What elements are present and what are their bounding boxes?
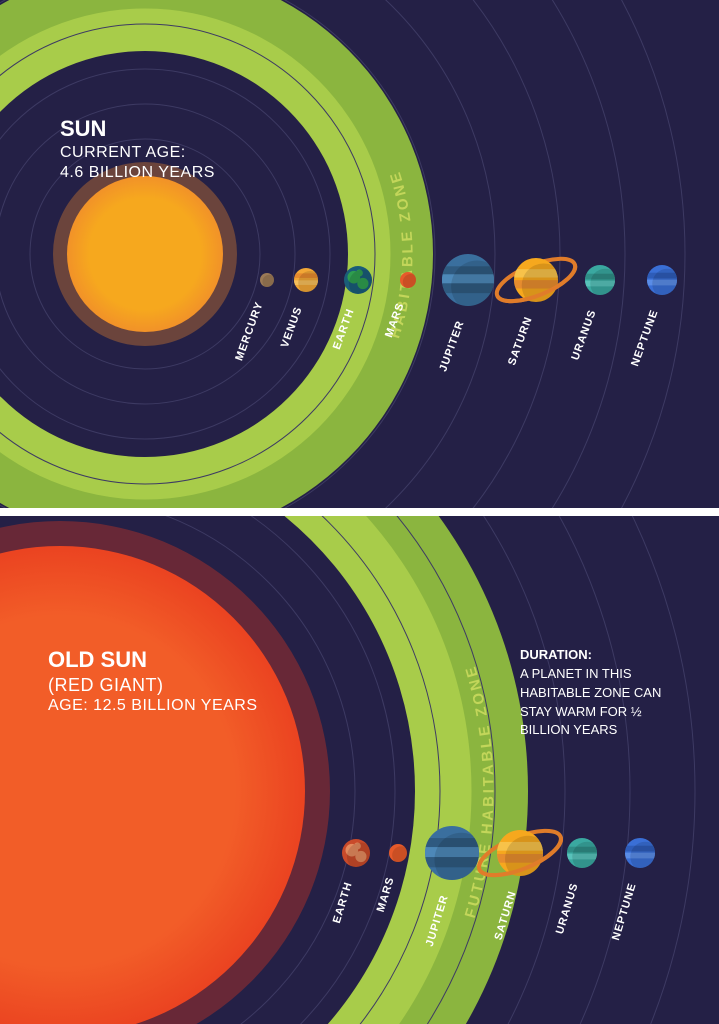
sun-age-label: CURRENT AGE: [60,143,215,163]
duration-block: DURATION: A PLANET IN THIS HABITABLE ZON… [520,646,690,740]
panel-old-sun: FUTURE HABITABLE ZONEEARTHMARSJUPITERSAT… [0,516,719,1024]
duration-body: A PLANET IN THIS HABITABLE ZONE CAN STAY… [520,665,690,740]
solar-system-top: HABITABLE ZONEMERCURYVENUSEARTHMARSJUPIT… [0,0,719,508]
duration-heading: DURATION: [520,646,690,665]
infographic-canvas: HABITABLE ZONEMERCURYVENUSEARTHMARSJUPIT… [0,0,719,1024]
panel-current-sun: HABITABLE ZONEMERCURYVENUSEARTHMARSJUPIT… [0,0,719,508]
title-block-old-sun: OLD SUN (RED GIANT) AGE: 12.5 BILLION YE… [48,646,258,716]
subheading-red-giant: (RED GIANT) [48,674,258,697]
title-block-sun: SUN CURRENT AGE: 4.6 BILLION YEARS [60,115,215,183]
heading-sun: SUN [60,115,215,143]
heading-old-sun: OLD SUN [48,646,258,674]
sun-age-value: 4.6 BILLION YEARS [60,163,215,183]
old-sun-age: AGE: 12.5 BILLION YEARS [48,696,258,716]
solar-system-bottom: FUTURE HABITABLE ZONEEARTHMARSJUPITERSAT… [0,516,719,1024]
